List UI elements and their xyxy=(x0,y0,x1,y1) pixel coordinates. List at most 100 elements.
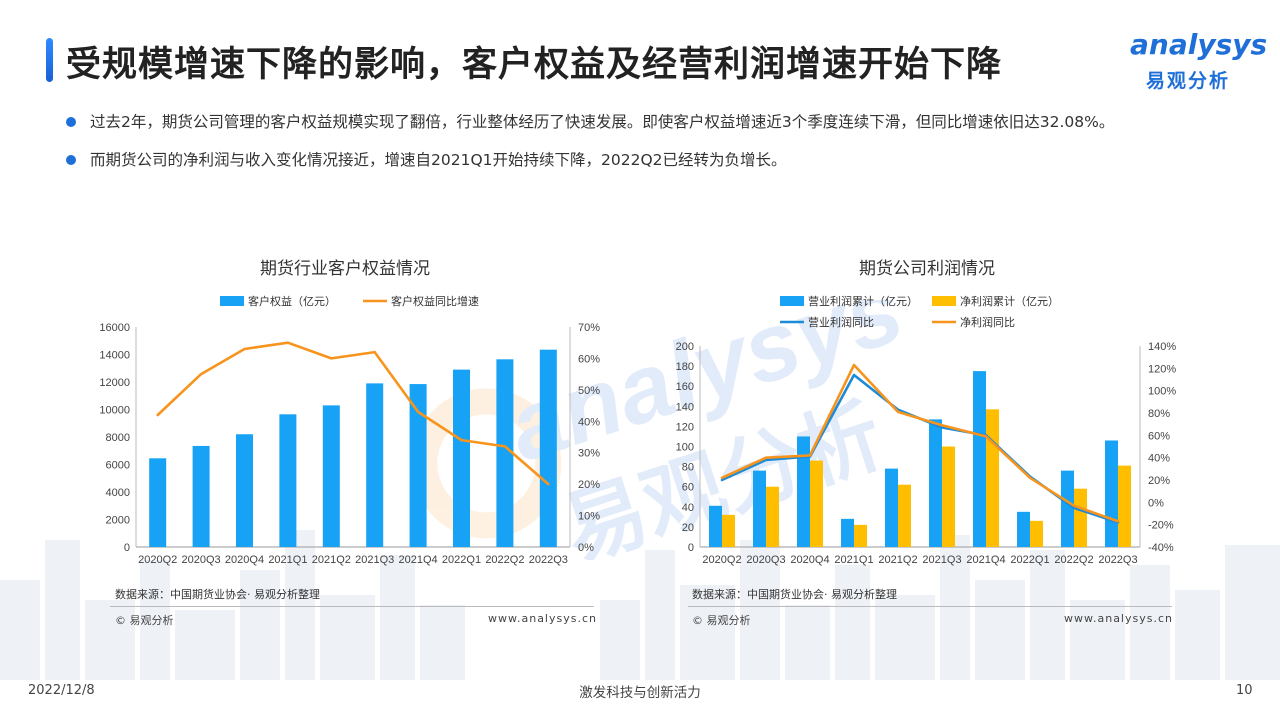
right-axis-tick-label: 40% xyxy=(578,416,600,428)
legend-swatch xyxy=(780,296,804,306)
bar-1 xyxy=(496,359,514,547)
bullet-item: 过去2年，期货公司管理的客户权益规模实现了翻倍，行业整体经历了快速发展。即使客户… xyxy=(64,108,1234,136)
category-label: 2022Q1 xyxy=(442,554,481,566)
left-axis-tick-label: 180 xyxy=(676,361,694,373)
right-axis-tick-label: 60% xyxy=(1148,430,1170,442)
bar-2 xyxy=(898,484,911,547)
category-label: 2021Q3 xyxy=(922,554,961,566)
bar-2 xyxy=(722,514,735,547)
category-label: 2020Q3 xyxy=(182,554,221,566)
bar-2 xyxy=(986,409,999,547)
left-axis-tick-label: 14000 xyxy=(99,350,130,362)
bar-1 xyxy=(236,434,253,547)
bar-2 xyxy=(810,460,823,547)
chart1-source: 数据来源：中国期货业协会· 易观分析整理 xyxy=(115,588,320,601)
right-axis-tick-label: 0% xyxy=(578,542,594,554)
bar-1 xyxy=(1017,511,1030,547)
chart2-company-profit: 0 20 40 60 80 100 120 140 160 180 200 -40% -20% 0% 20%… xyxy=(676,294,1177,566)
bullet-list: 过去2年，期货公司管理的客户权益规模实现了翻倍，行业整体经历了快速发展。即使客户… xyxy=(64,108,1234,184)
left-axis-tick-label: 200 xyxy=(676,341,694,353)
category-label: 2021Q2 xyxy=(878,554,917,566)
legend-label: 客户权益同比增速 xyxy=(391,294,479,308)
category-label: 2022Q2 xyxy=(1054,554,1093,566)
bullet-text: 而期货公司的净利润与收入变化情况接近，增速自2021Q1开始持续下降，2022Q… xyxy=(90,151,787,169)
bar-2 xyxy=(942,446,955,547)
right-axis-tick-label: 30% xyxy=(578,448,600,460)
right-axis-tick-label: 100% xyxy=(1148,386,1176,398)
bar-1 xyxy=(885,468,898,547)
left-axis-tick-label: 8000 xyxy=(106,432,130,444)
chart2-divider xyxy=(688,606,1172,607)
bullet-item: 而期货公司的净利润与收入变化情况接近，增速自2021Q1开始持续下降，2022Q… xyxy=(64,146,1234,174)
category-label: 2022Q2 xyxy=(485,554,524,566)
bar-1 xyxy=(322,405,340,547)
right-axis-tick-label: 40% xyxy=(1148,453,1170,465)
bar-1 xyxy=(709,505,722,547)
left-axis-tick-label: 6000 xyxy=(106,460,130,472)
left-axis-tick-label: 160 xyxy=(676,381,694,393)
bar-2 xyxy=(1074,488,1087,547)
bar-1 xyxy=(1061,470,1074,547)
left-axis-tick-label: 12000 xyxy=(99,377,130,389)
chart2-title: 期货公司利润情况 xyxy=(859,259,995,279)
right-axis-tick-label: 10% xyxy=(578,511,600,523)
legend-label: 净利润累计（亿元） xyxy=(960,294,1059,308)
page-number: 10 xyxy=(1236,683,1253,698)
chart2-source: 数据来源：中国期货业协会· 易观分析整理 xyxy=(692,588,897,601)
bar-1 xyxy=(973,371,986,547)
left-axis-tick-label: 16000 xyxy=(99,322,130,334)
series-line-1 xyxy=(156,341,550,486)
left-axis-tick-label: 120 xyxy=(676,421,694,433)
city-skyline-background xyxy=(0,530,1280,680)
bar-1 xyxy=(753,470,766,547)
analysys-logo: analysys 易观分析 xyxy=(1130,28,1267,96)
left-axis-tick-label: 2000 xyxy=(106,515,130,527)
legend-swatch xyxy=(932,296,956,306)
bar-1 xyxy=(453,369,470,547)
category-label: 2021Q3 xyxy=(355,554,394,566)
legend-label: 营业利润累计（亿元） xyxy=(808,294,918,308)
title-accent-bar xyxy=(46,38,53,82)
bar-2 xyxy=(766,486,779,547)
chart2-website: www.analysys.cn xyxy=(1064,612,1173,625)
bar-1 xyxy=(279,414,297,547)
left-axis-tick-label: 0 xyxy=(688,542,694,554)
bar-1 xyxy=(1105,440,1118,547)
right-axis-tick-label: 20% xyxy=(1148,475,1170,487)
bullet-dot-icon xyxy=(66,117,76,127)
bar-1 xyxy=(841,518,854,547)
right-axis-tick-label: -20% xyxy=(1148,520,1174,532)
category-label: 2022Q3 xyxy=(1098,554,1137,566)
bar-1 xyxy=(149,458,167,547)
category-label: 2021Q1 xyxy=(268,554,307,566)
left-axis-tick-label: 40 xyxy=(682,502,694,514)
category-label: 2022Q3 xyxy=(529,554,568,566)
category-label: 2021Q4 xyxy=(399,554,438,566)
category-label: 2020Q4 xyxy=(790,554,829,566)
left-axis-tick-label: 100 xyxy=(676,442,694,454)
left-axis-tick-label: 0 xyxy=(124,542,130,554)
bar-1 xyxy=(539,349,557,547)
bar-1 xyxy=(409,384,427,547)
chart2-copyright: © 易观分析 xyxy=(692,614,751,627)
right-axis-tick-label: 120% xyxy=(1148,363,1176,375)
category-label: 2020Q4 xyxy=(225,554,264,566)
right-axis-tick-label: 0% xyxy=(1148,497,1164,509)
left-axis-tick-label: 60 xyxy=(682,482,694,494)
legend-label: 营业利润同比 xyxy=(808,315,874,329)
right-axis-tick-label: 20% xyxy=(578,479,600,491)
category-label: 2021Q2 xyxy=(312,554,351,566)
logo-wordmark: analysys xyxy=(1130,28,1268,61)
right-axis-tick-label: -40% xyxy=(1148,542,1174,554)
right-axis-tick-label: 80% xyxy=(1148,408,1170,420)
footer-slogan: 激发科技与创新活力 xyxy=(579,685,701,701)
bullet-text: 过去2年，期货公司管理的客户权益规模实现了翻倍，行业整体经历了快速发展。即使客户… xyxy=(90,113,1115,131)
category-label: 2020Q2 xyxy=(138,554,177,566)
chart1-copyright: © 易观分析 xyxy=(115,614,174,627)
legend-label: 净利润同比 xyxy=(960,315,1015,329)
bar-2 xyxy=(1118,465,1131,547)
series-line-2 xyxy=(720,363,1120,523)
bullet-dot-icon xyxy=(66,155,76,165)
left-axis-tick-label: 10000 xyxy=(99,405,130,417)
bar-1 xyxy=(929,419,942,547)
